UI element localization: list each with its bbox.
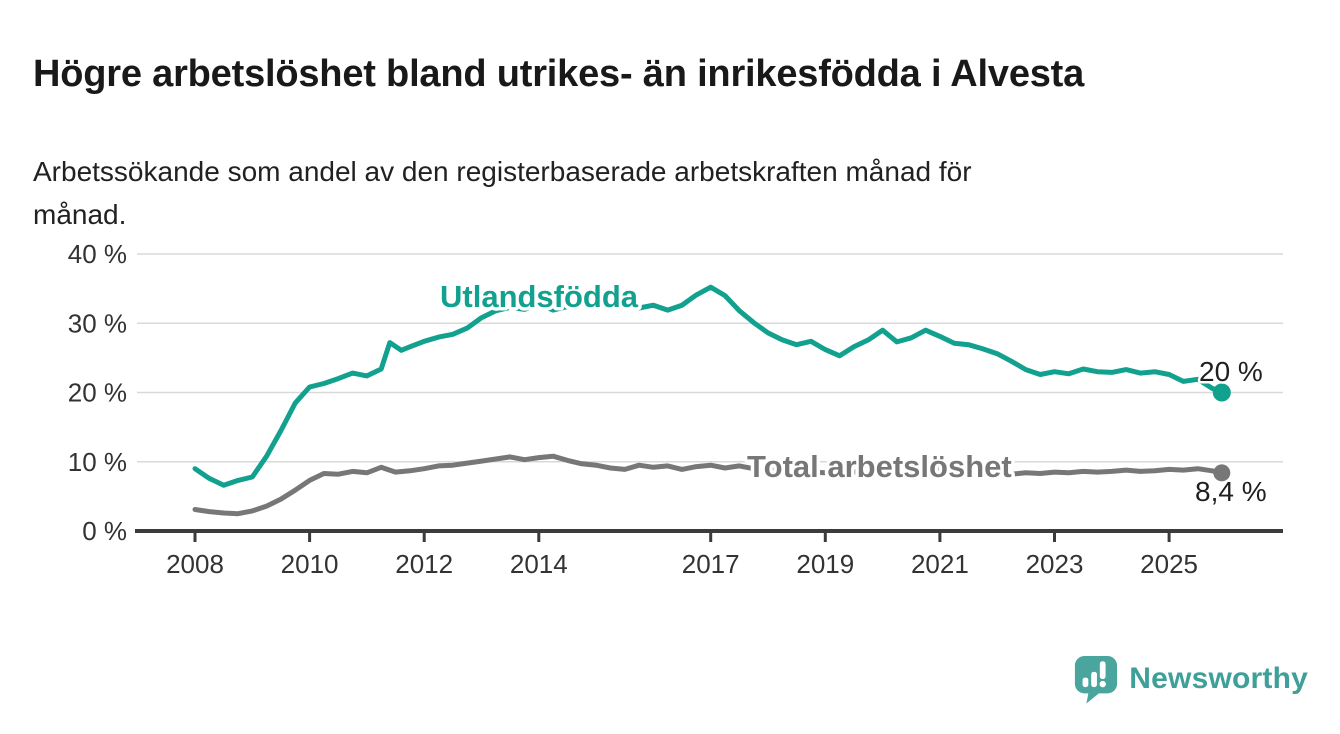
chart-subtitle-line-2: månad. (33, 199, 127, 230)
series-label-utlandsfodda: Utlandsfödda (440, 279, 639, 314)
x-tick-label-2014: 2014 (510, 549, 568, 579)
exclamation-bar (1100, 661, 1106, 679)
newsworthy-wordmark: Newsworthy (1129, 662, 1308, 695)
end-value-label-total-arbetsloshet: 8,4 % (1195, 476, 1267, 507)
x-tick-label-2023: 2023 (1026, 549, 1084, 579)
bar-short (1082, 677, 1089, 688)
y-tick-label-30: 30 % (68, 308, 127, 338)
series-line-utlandsfodda (192, 284, 1225, 488)
x-tick-label-2019: 2019 (796, 549, 854, 579)
x-tick-label-2010: 2010 (281, 549, 339, 579)
exclamation-dot (1099, 680, 1107, 688)
x-tick-label-2025: 2025 (1140, 549, 1198, 579)
end-dot-utlandsfodda (1212, 383, 1231, 402)
chart-subtitle: Arbetssökande som andel av den registerb… (33, 150, 1253, 236)
newsworthy-logo-icon (1075, 656, 1118, 704)
y-tick-label-10: 10 % (68, 447, 127, 477)
chart-subtitle-line-1: Arbetssökande som andel av den registerb… (33, 156, 972, 187)
newsworthy-branding: Newsworthy (1073, 654, 1308, 704)
series-line-total-arbetsloshet (192, 453, 1225, 517)
series-label-total-arbetsloshet: Total arbetslöshet (747, 449, 1012, 484)
x-tick-label-2021: 2021 (911, 549, 969, 579)
end-dot-total-arbetsloshet (1213, 464, 1231, 482)
x-tick-label-2008: 2008 (166, 549, 224, 579)
x-tick-label-2017: 2017 (682, 549, 740, 579)
bar-medium (1091, 671, 1098, 688)
y-tick-label-20: 20 % (68, 378, 127, 408)
y-tick-label-0: 0 % (82, 516, 127, 546)
y-tick-label-40: 40 % (68, 239, 127, 269)
x-tick-label-2012: 2012 (395, 549, 453, 579)
chart-title: Högre arbetslöshet bland utrikes- än inr… (33, 53, 1085, 96)
end-value-label-utlandsfodda: 20 % (1199, 356, 1263, 387)
